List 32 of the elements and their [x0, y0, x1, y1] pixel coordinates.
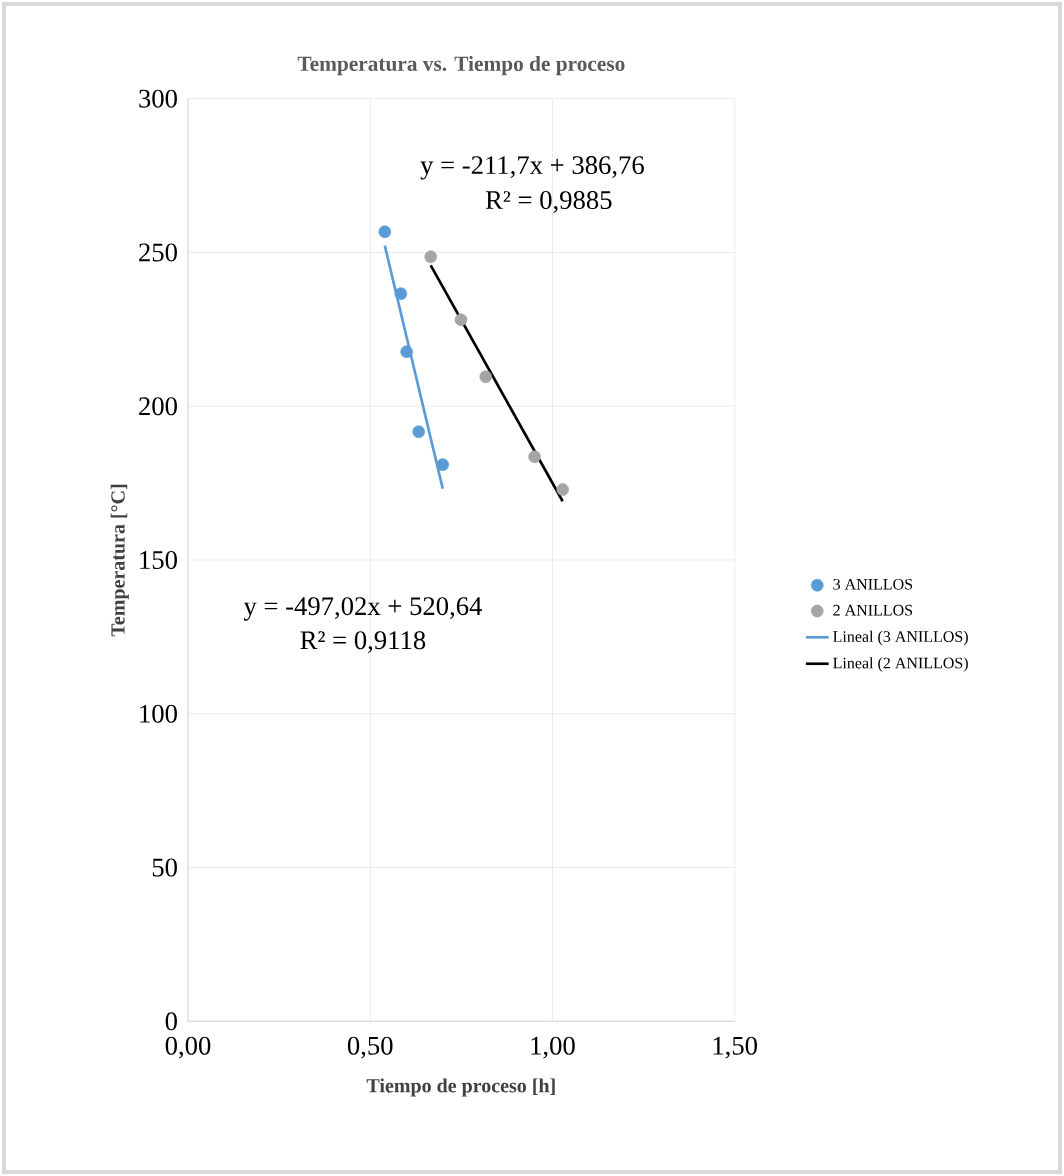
- x-tick-label: 1,00: [531, 1036, 575, 1059]
- point: [454, 313, 468, 327]
- y-tick-label: 50: [152, 858, 177, 877]
- y-tick-label: 150: [140, 551, 177, 569]
- y-tick-label: 300: [139, 89, 177, 108]
- annotation: y = -497,02x + 520,64: [243, 597, 482, 621]
- point: [424, 250, 437, 264]
- x-axis-title: Tiempo de proceso [h]: [366, 1078, 555, 1097]
- annotation: R² = 0,9885: [485, 191, 612, 213]
- annotation: R² = 0,9118: [300, 631, 426, 654]
- point: [556, 483, 569, 496]
- point: [400, 345, 413, 359]
- point: [378, 225, 392, 239]
- y-tick-label: 0: [165, 1012, 177, 1031]
- legend-label: 3 ANILLOS: [833, 578, 913, 590]
- y-tick-label: 250: [139, 243, 177, 262]
- x-tick-label: 1,50: [713, 1036, 757, 1059]
- point: [528, 450, 541, 463]
- y-tick-label: 200: [139, 397, 177, 416]
- chart-title: Temperatura vs. Tiempo de proceso: [297, 55, 625, 76]
- legend-label: Lineal (2 ANILLOS): [833, 657, 968, 672]
- y-axis-title: Temperatura [°C]: [110, 484, 129, 637]
- point: [436, 458, 450, 471]
- point: [412, 425, 425, 439]
- point: [479, 370, 493, 383]
- legend-label: Lineal (3 ANILLOS): [833, 630, 968, 646]
- x-tick-label: 0,00: [165, 1036, 211, 1059]
- point: [394, 287, 408, 300]
- y-tick-label: 100: [140, 704, 177, 723]
- x-tick-label: 0,50: [347, 1036, 393, 1059]
- annotation: y = -211,7x + 386,76: [420, 156, 644, 180]
- legend-label: 2 ANILLOS: [833, 604, 913, 616]
